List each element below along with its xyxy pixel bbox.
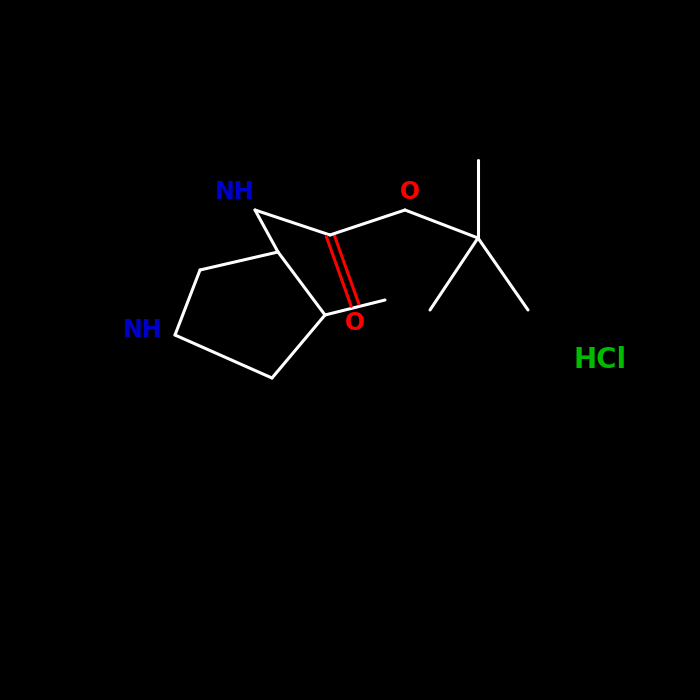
- Text: O: O: [345, 311, 365, 335]
- Text: HCl: HCl: [573, 346, 626, 374]
- Text: NH: NH: [216, 180, 255, 204]
- Text: O: O: [400, 180, 420, 204]
- Text: NH: NH: [123, 318, 162, 342]
